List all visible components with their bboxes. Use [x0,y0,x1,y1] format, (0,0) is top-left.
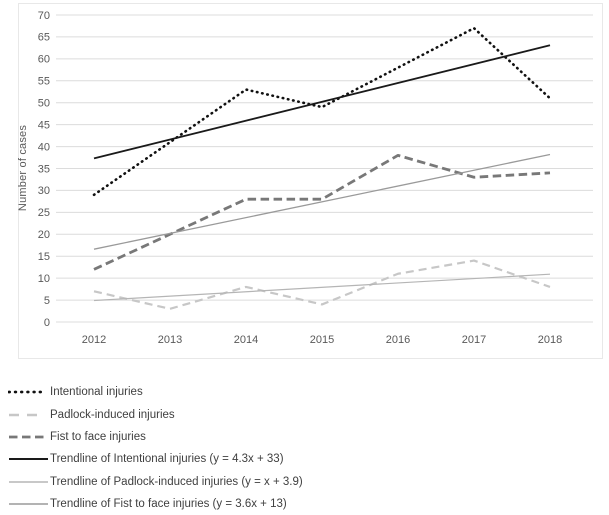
x-tick-label: 2013 [158,334,182,346]
chart-canvas: 0 5 10 15 20 25 30 35 40 45 50 55 60 65 70 2012 2013 2014… [17,3,603,359]
gridlines [56,14,593,323]
y-tick-label: 5 [44,295,50,307]
x-axis-tick-labels: 2012 2013 2014 2015 2016 2017 2018 [82,334,562,346]
chart-frame [18,3,603,359]
y-tick-label: 35 [38,163,50,175]
y-tick-label: 50 [38,98,50,110]
y-tick-label: 10 [38,273,50,285]
x-tick-label: 2015 [310,334,334,346]
x-tick-label: 2016 [386,334,410,346]
legend-item-label: Trendline of Fist to face injuries (y = … [50,498,287,511]
x-tick-label: 2012 [82,334,106,346]
y-axis-tick-labels: 0 5 10 15 20 25 30 35 40 45 50 55 60 65 70 [38,10,50,329]
legend-item-padlock-induced-injuries: Padlock-induced injuries [8,403,303,425]
legend-item-label: Intentional injuries [50,386,143,399]
legend-item-label: Trendline of Intentional injuries (y = 4… [50,453,284,466]
legend-item-trendline-of-padlock-induced-injuries: Trendline of Padlock-induced injuries (y… [8,471,303,493]
legend-item-label: Fist to face injuries [50,430,146,443]
legend-line-swatch [9,481,48,483]
x-tick-label: 2018 [538,334,562,346]
x-tick-label: 2014 [234,334,258,346]
y-tick-label: 40 [38,141,50,153]
y-tick-label: 30 [38,185,50,197]
legend-item-label: Trendline of Padlock-induced injuries (y… [50,475,303,488]
x-tick-label: 2017 [462,334,486,346]
y-axis-title: Number of cases [17,124,29,212]
y-tick-label: 60 [38,54,50,66]
legend-line-swatch [8,390,46,394]
legend-item-trendline-of-intentional-injuries: Trendline of Intentional injuries (y = 4… [8,448,303,470]
line-chart: 0 5 10 15 20 25 30 35 40 45 50 55 60 65 70 2012 2013 2014… [18,3,603,359]
legend-item-intentional-injuries: Intentional injuries [8,381,303,403]
y-tick-label: 20 [38,229,50,241]
series-padlock-induced-injuries [93,259,551,310]
legend-item-label: Padlock-induced injuries [50,408,175,421]
series-fist-to-face-injuries [93,153,551,271]
legend-line-swatch [9,413,44,416]
y-tick-label: 15 [38,251,50,263]
y-tick-label: 55 [38,76,50,88]
series-intentional-injuries [92,26,552,197]
y-tick-label: 25 [38,207,50,219]
trendline-of-fist-to-face-injuries [93,153,551,250]
legend-line-swatch [9,458,48,461]
trendline-of-intentional-injuries [93,44,551,160]
chart-legend: Intentional injuries Padlock-induced inju… [8,381,303,515]
y-tick-label: 45 [38,119,50,131]
legend-line-swatch [9,435,44,439]
y-tick-label: 70 [38,10,50,22]
legend-line-swatch [9,503,48,505]
legend-item-fist-to-face-injuries: Fist to face injuries [8,426,303,448]
trendline-of-padlock-induced-injuries [93,273,551,302]
y-tick-label: 65 [38,32,50,44]
y-tick-label: 0 [44,317,50,329]
legend-item-trendline-of-fist-to-face-injuries: Trendline of Fist to face injuries (y = … [8,493,303,515]
